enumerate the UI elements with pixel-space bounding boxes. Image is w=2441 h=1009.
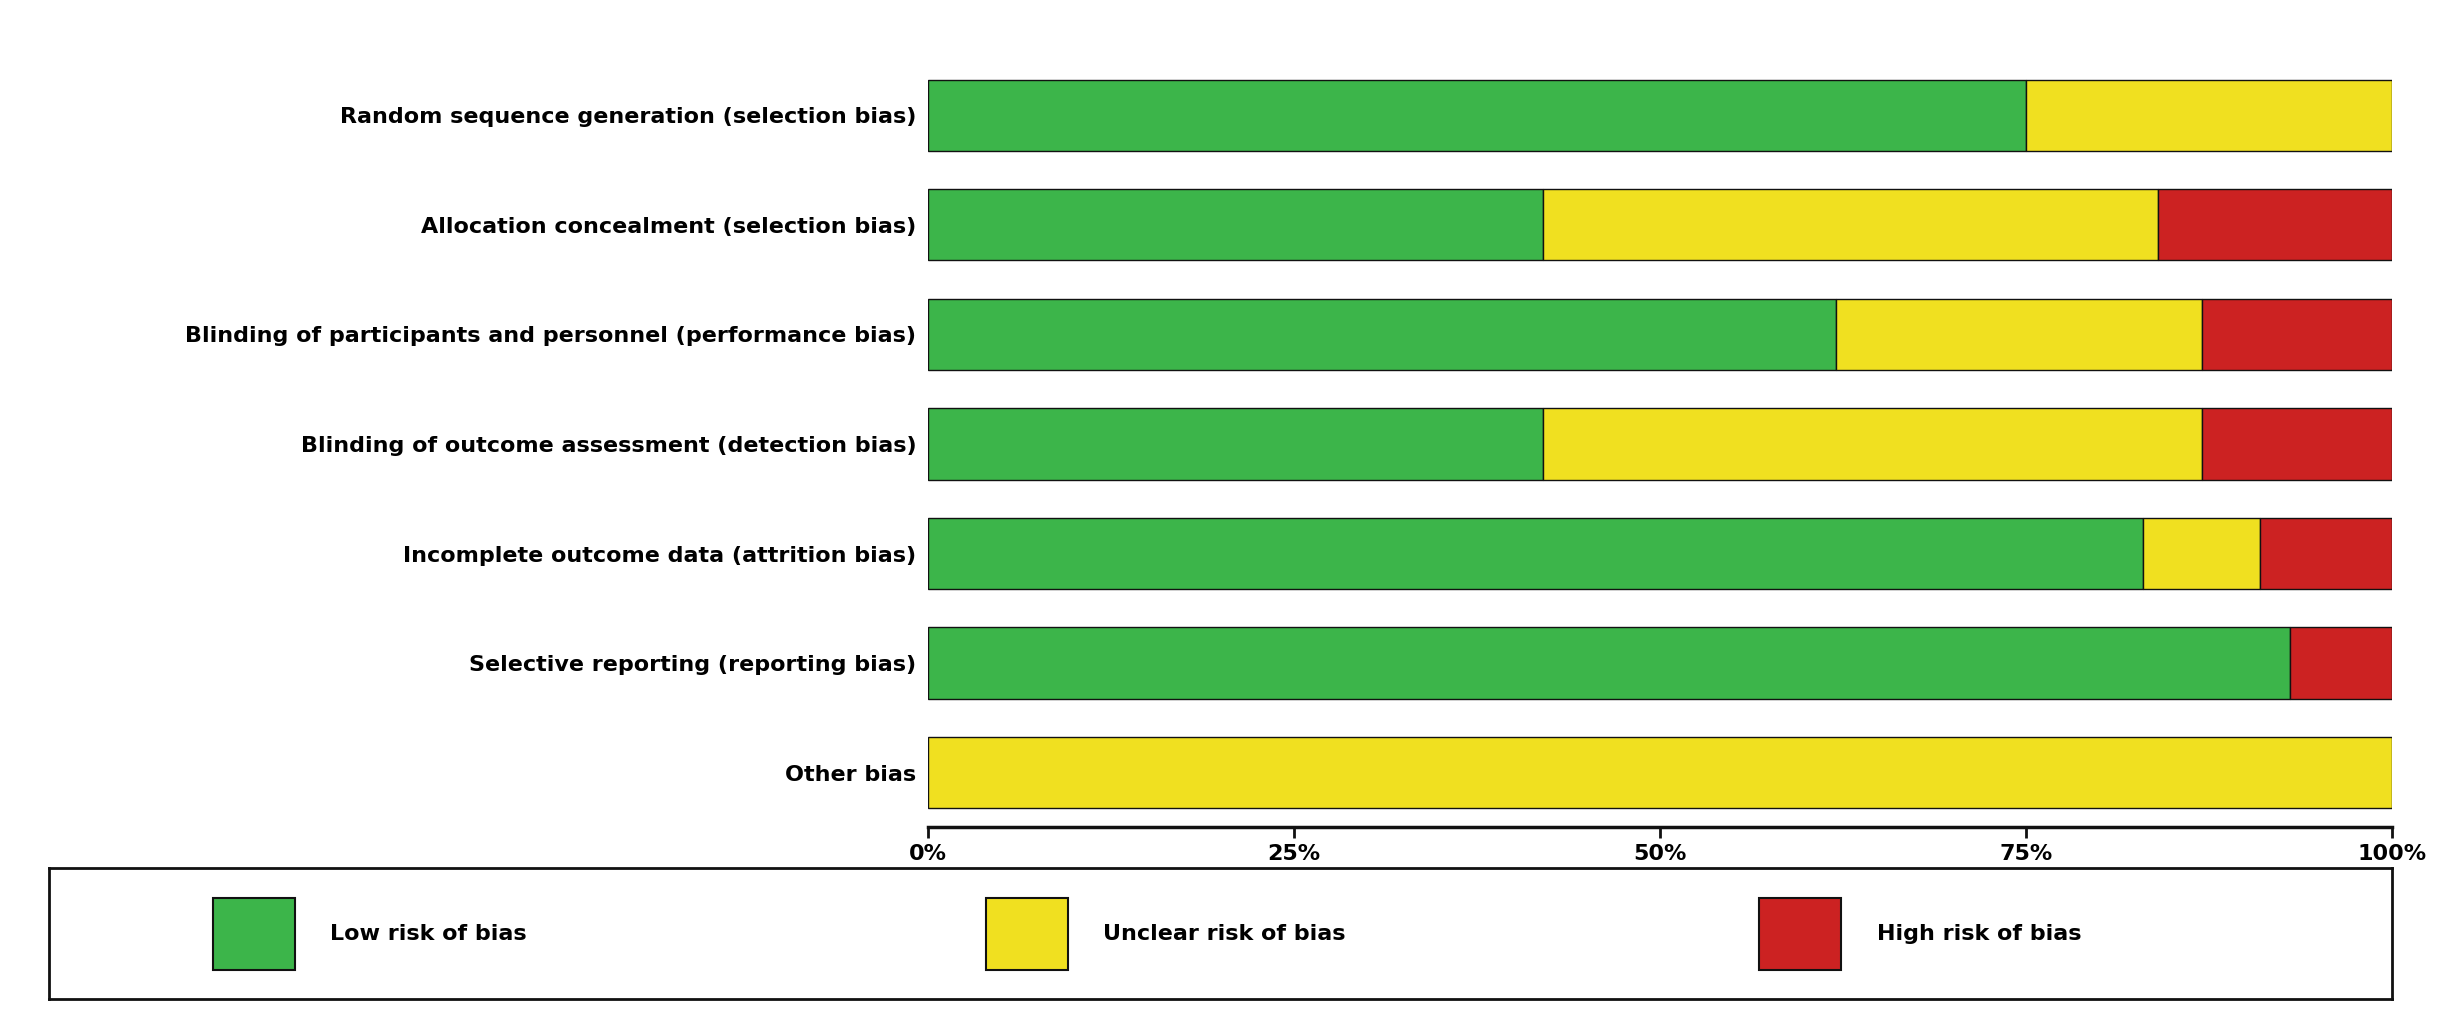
Text: Low risk of bias: Low risk of bias xyxy=(330,924,527,944)
Bar xyxy=(2260,518,2392,589)
Bar xyxy=(1543,190,2158,260)
Bar xyxy=(2290,628,2392,698)
Bar xyxy=(2158,190,2392,260)
FancyBboxPatch shape xyxy=(1760,898,1841,970)
Bar xyxy=(2026,80,2392,151)
Bar xyxy=(928,190,1543,260)
Bar xyxy=(928,80,2026,151)
FancyBboxPatch shape xyxy=(212,898,295,970)
Bar xyxy=(928,299,1836,370)
Bar xyxy=(1543,409,2202,479)
Bar xyxy=(1836,299,2202,370)
Bar xyxy=(2202,299,2392,370)
Bar xyxy=(928,409,1543,479)
Bar xyxy=(2202,409,2392,479)
FancyBboxPatch shape xyxy=(986,898,1069,970)
Bar xyxy=(2143,518,2260,589)
Bar xyxy=(928,628,2290,698)
Bar xyxy=(928,737,2392,808)
Bar xyxy=(928,518,2143,589)
Text: High risk of bias: High risk of bias xyxy=(1877,924,2082,944)
Text: Unclear risk of bias: Unclear risk of bias xyxy=(1103,924,1345,944)
